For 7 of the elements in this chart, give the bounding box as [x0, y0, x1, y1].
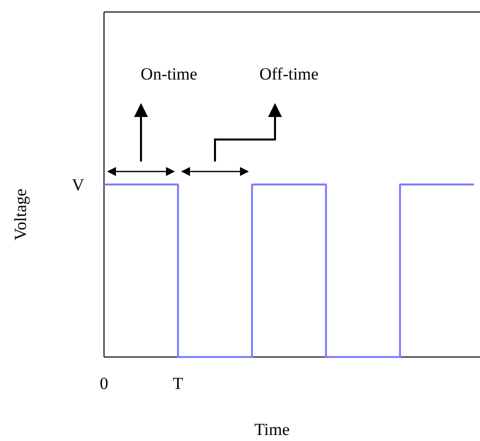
- text: Off-time: [259, 64, 319, 84]
- text: V: [72, 175, 85, 194]
- x-tick-label: 0: [100, 374, 108, 393]
- x-axis-title: Time: [254, 420, 290, 439]
- y-axis-title: Voltage: [11, 188, 30, 240]
- x-tick-label: T: [172, 374, 184, 393]
- text: On-time: [140, 64, 198, 84]
